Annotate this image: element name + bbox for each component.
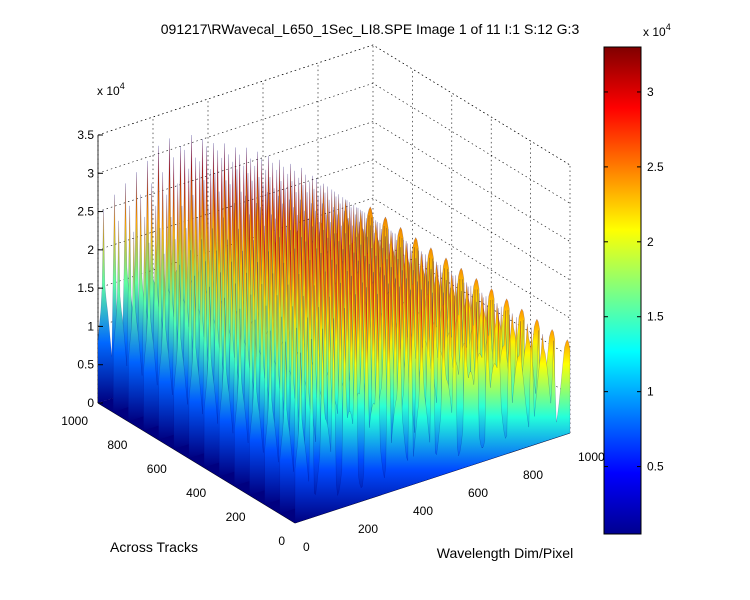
z-tick-label: 2 xyxy=(87,243,94,257)
y-tick-label: 600 xyxy=(147,462,167,476)
chart-title: 091217\RWavecal_L650_1Sec_LI8.SPE Image … xyxy=(161,21,580,37)
z-grid-line xyxy=(97,44,571,166)
y-axis-ticks: 0 200 400 600 800 1000 xyxy=(61,414,285,548)
x-tick-label: 0 xyxy=(303,540,310,554)
z-tick-label: 1.5 xyxy=(77,281,94,295)
colorbar-tick-label: 1.5 xyxy=(647,310,664,324)
colorbar-tick-label: 2.5 xyxy=(647,160,664,174)
z-grid-line xyxy=(97,82,571,204)
z-axis-ticks: 0 0.5 1 1.5 2 2.5 3 3.5 xyxy=(77,128,103,410)
surface-ridge-slice xyxy=(294,283,571,524)
x-tick-label: 200 xyxy=(358,522,378,536)
surface xyxy=(97,134,571,524)
y-tick-label: 400 xyxy=(186,486,206,500)
y-tick-label: 800 xyxy=(107,438,127,452)
z-tick-label: 0.5 xyxy=(77,358,94,372)
colorbar: 0.5 1 1.5 2 2.5 3 x 104 xyxy=(603,22,671,535)
colorbar-tick-label: 2 xyxy=(647,235,654,249)
z-grid-line xyxy=(97,197,571,319)
x-axis-label: Wavelength Dim/Pixel xyxy=(437,545,573,561)
colorbar-tick-label: 3 xyxy=(647,85,654,99)
z-grid-line xyxy=(97,121,571,242)
x-tick-label: 1000 xyxy=(578,450,605,464)
y-tick-label: 200 xyxy=(226,510,246,524)
colorbar-tick-label: 0.5 xyxy=(647,460,664,474)
colorbar-gradient xyxy=(603,46,642,535)
z-tick-label: 2.5 xyxy=(77,205,94,219)
x-tick-label: 800 xyxy=(523,468,543,482)
y-tick-label: 0 xyxy=(278,534,285,548)
y-tick-label: 1000 xyxy=(61,414,88,428)
z-tick-label: 0 xyxy=(87,396,94,410)
x-tick-label: 600 xyxy=(468,486,488,500)
x-axis-ticks: 0 200 400 600 800 1000 xyxy=(303,450,605,554)
x-tick-label: 400 xyxy=(413,504,433,518)
colorbar-tick-label: 1 xyxy=(647,385,654,399)
z-tick-label: 3.5 xyxy=(77,128,94,142)
z-exponent-label: x 104 xyxy=(97,81,125,98)
z-tick-label: 1 xyxy=(87,319,94,333)
z-grid-line xyxy=(97,159,571,281)
colorbar-exponent-label: x 104 xyxy=(643,22,671,39)
y-axis-label: Across Tracks xyxy=(110,539,198,555)
z-tick-label: 3 xyxy=(87,166,94,180)
colorbar-ticks: 0.5 1 1.5 2 2.5 3 xyxy=(604,85,664,474)
back-top-edge xyxy=(97,44,571,166)
